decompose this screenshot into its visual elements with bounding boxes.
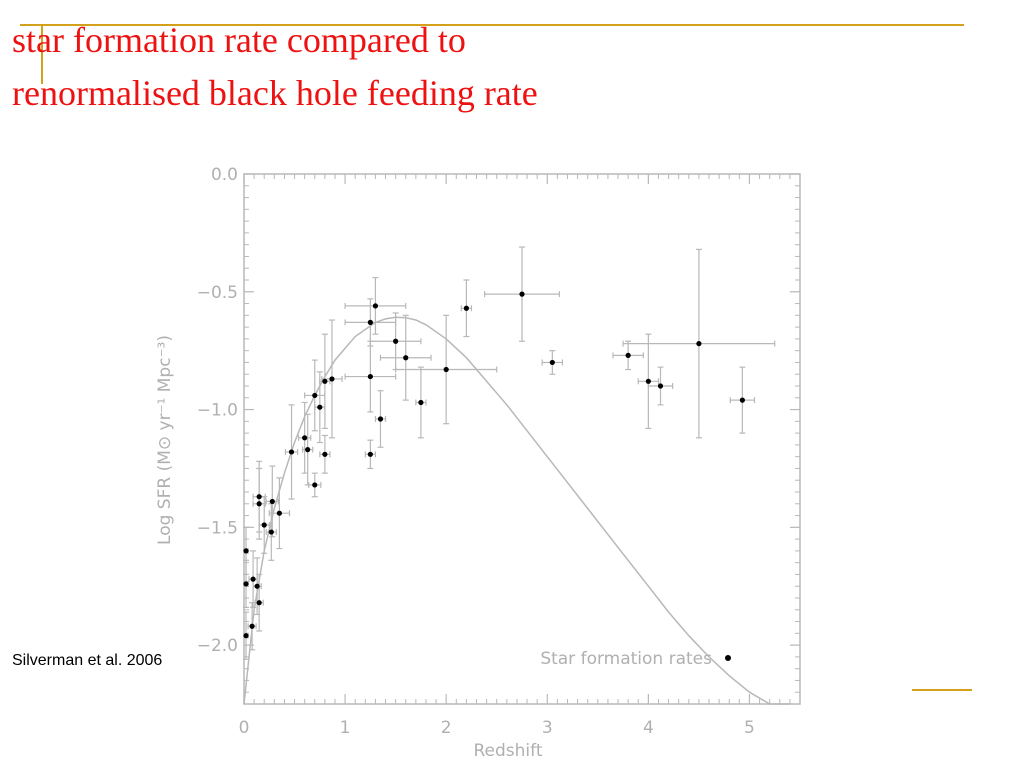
slide-title-line-1: star formation rate compared to: [12, 20, 466, 60]
slide-title-line-2: renormalised black hole feeding rate: [12, 73, 538, 113]
data-point: [312, 482, 318, 488]
model-curve: [243, 316, 790, 705]
data-point: [322, 451, 328, 457]
decorative-left-rule: [41, 24, 43, 84]
x-axis-label: Redshift: [473, 741, 542, 761]
x-tick-label: 5: [744, 718, 755, 738]
data-point: [463, 305, 469, 311]
data-point: [276, 510, 282, 516]
data-point: [393, 338, 399, 344]
data-point: [288, 449, 295, 455]
decorative-top-rule: [20, 24, 964, 26]
y-tick-label: −2.0: [197, 636, 238, 656]
data-point: [243, 633, 249, 639]
y-tick-label: −1.0: [197, 401, 238, 421]
data-point: [418, 399, 424, 406]
x-tick-label: 0: [239, 718, 250, 738]
data-point: [322, 378, 328, 384]
data-point: [268, 529, 274, 535]
slide-title: star formation rate compared to renormal…: [12, 14, 712, 120]
data-point: [403, 355, 409, 361]
plot-frame: [243, 173, 801, 705]
data-points: [243, 291, 745, 639]
data-point: [312, 392, 318, 399]
data-point: [367, 373, 373, 380]
citation: Silverman et al. 2006: [12, 652, 163, 669]
data-point: [269, 498, 275, 505]
minor-ticks: [244, 174, 801, 705]
data-point: [243, 581, 249, 587]
data-point: [254, 583, 260, 589]
data-point: [696, 341, 702, 347]
x-tick-label: 1: [340, 718, 351, 738]
data-point: [377, 416, 384, 422]
data-point: [519, 291, 525, 297]
tick-labels: 0 1 2 3 4 5 0.0 −0.5 −1.0 −1.5 −2.0: [197, 165, 755, 738]
data-point: [302, 435, 308, 441]
x-tick-label: 2: [441, 718, 452, 738]
data-point: [625, 352, 631, 358]
data-point: [250, 576, 256, 582]
y-tick-label: −0.5: [197, 283, 238, 303]
data-point: [645, 378, 651, 384]
data-point: [261, 522, 267, 528]
x-tick-label: 3: [542, 718, 553, 738]
y-axis-label: Log SFR (M⊙ yr⁻¹ Mpc⁻³): [155, 335, 175, 545]
y-tick-label: −1.5: [197, 518, 238, 538]
data-point: [443, 366, 449, 373]
data-point: [256, 600, 262, 606]
model-curve-line: [243, 316, 790, 705]
data-point: [657, 383, 664, 389]
data-point: [367, 319, 373, 325]
data-point: [256, 494, 262, 500]
x-tick-label: 4: [643, 718, 654, 738]
data-point: [739, 397, 745, 403]
data-point: [367, 451, 373, 457]
major-ticks: [243, 173, 800, 704]
data-point: [329, 376, 335, 382]
data-point: [243, 548, 249, 554]
data-point: [305, 447, 311, 453]
legend: Star formation rates: [540, 649, 731, 669]
decorative-bottom-rule: [912, 689, 972, 691]
data-point: [372, 303, 379, 309]
legend-marker: [725, 655, 731, 661]
data-point: [249, 623, 255, 629]
data-point: [549, 359, 555, 366]
legend-label: Star formation rates: [540, 649, 712, 669]
data-point: [256, 501, 262, 507]
data-point: [317, 404, 323, 410]
y-tick-label: 0.0: [211, 165, 238, 185]
